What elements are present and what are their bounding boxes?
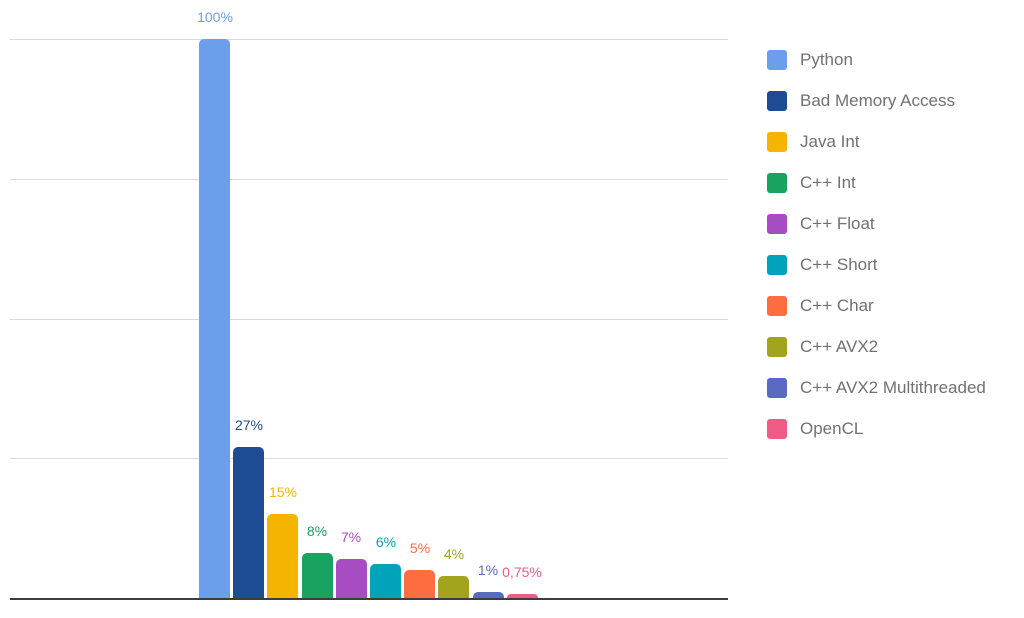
legend-label: Python bbox=[800, 49, 853, 69]
gridline-25 bbox=[10, 458, 728, 459]
legend-item-c-short[interactable]: C++ Short bbox=[767, 244, 986, 285]
bar-value-label-c-avx2: 4% bbox=[443, 546, 465, 562]
legend-item-bad-memory-access[interactable]: Bad Memory Access bbox=[767, 80, 986, 121]
legend-swatch-icon bbox=[767, 131, 787, 152]
legend-label: C++ AVX2 bbox=[800, 336, 879, 356]
gridline-75 bbox=[10, 179, 728, 180]
legend-item-c-char[interactable]: C++ Char bbox=[767, 285, 986, 326]
bar-value-label-c-float: 7% bbox=[340, 529, 362, 545]
legend-item-opencl[interactable]: OpenCL bbox=[767, 408, 986, 449]
legend-item-c-float[interactable]: C++ Float bbox=[767, 203, 986, 244]
bar-c-short[interactable] bbox=[370, 564, 401, 598]
bar-value-label-python: 100% bbox=[197, 9, 233, 25]
bar-value-label-c-avx2-multithreaded: 1% bbox=[477, 562, 499, 578]
legend-swatch-icon bbox=[767, 172, 787, 193]
legend-swatch-icon bbox=[767, 90, 787, 111]
bar-value-label-opencl: 0,75% bbox=[502, 564, 542, 580]
legend-label: C++ AVX2 Multithreaded bbox=[800, 377, 986, 397]
legend-swatch-icon bbox=[767, 377, 787, 398]
legend-swatch-icon bbox=[767, 418, 787, 439]
x-axis bbox=[10, 598, 728, 600]
bar-bad-memory-access[interactable] bbox=[233, 447, 264, 598]
bar-java-int[interactable] bbox=[267, 514, 298, 598]
legend-item-c-avx2[interactable]: C++ AVX2 bbox=[767, 326, 986, 367]
bar-value-label-c-int: 8% bbox=[306, 523, 328, 539]
bar-opencl[interactable] bbox=[507, 593, 538, 598]
legend-swatch-icon bbox=[767, 49, 787, 70]
legend-label: Java Int bbox=[800, 131, 860, 151]
legend-swatch-icon bbox=[767, 336, 787, 357]
legend-label: C++ Int bbox=[800, 172, 856, 192]
legend: Python Bad Memory Access Java Int C++ Int C+… bbox=[767, 39, 986, 449]
bar-c-float[interactable] bbox=[336, 558, 367, 598]
bar-python[interactable] bbox=[199, 39, 230, 598]
legend-label: C++ Short bbox=[800, 254, 878, 274]
legend-label: OpenCL bbox=[800, 418, 864, 438]
gridline-100 bbox=[10, 39, 728, 40]
bar-value-label-java-int: 15% bbox=[268, 484, 298, 500]
bar-c-avx2[interactable] bbox=[438, 575, 469, 598]
bar-c-avx2-multithreaded[interactable] bbox=[473, 592, 504, 598]
legend-item-python[interactable]: Python bbox=[767, 39, 986, 80]
bar-value-label-c-char: 5% bbox=[409, 540, 431, 556]
legend-label: Bad Memory Access bbox=[800, 90, 955, 110]
legend-item-c-int[interactable]: C++ Int bbox=[767, 162, 986, 203]
legend-item-java-int[interactable]: Java Int bbox=[767, 121, 986, 162]
legend-label: C++ Char bbox=[800, 295, 874, 315]
bar-value-label-bad-memory-access: 27% bbox=[234, 417, 264, 433]
bar-value-label-c-short: 6% bbox=[375, 534, 397, 550]
legend-swatch-icon bbox=[767, 254, 787, 275]
gridline-50 bbox=[10, 319, 728, 320]
legend-label: C++ Float bbox=[800, 213, 875, 233]
bar-c-int[interactable] bbox=[302, 553, 333, 598]
legend-swatch-icon bbox=[767, 295, 787, 316]
legend-swatch-icon bbox=[767, 213, 787, 234]
bar-c-char[interactable] bbox=[404, 570, 435, 598]
legend-item-c-avx2-multithreaded[interactable]: C++ AVX2 Multithreaded bbox=[767, 367, 986, 408]
